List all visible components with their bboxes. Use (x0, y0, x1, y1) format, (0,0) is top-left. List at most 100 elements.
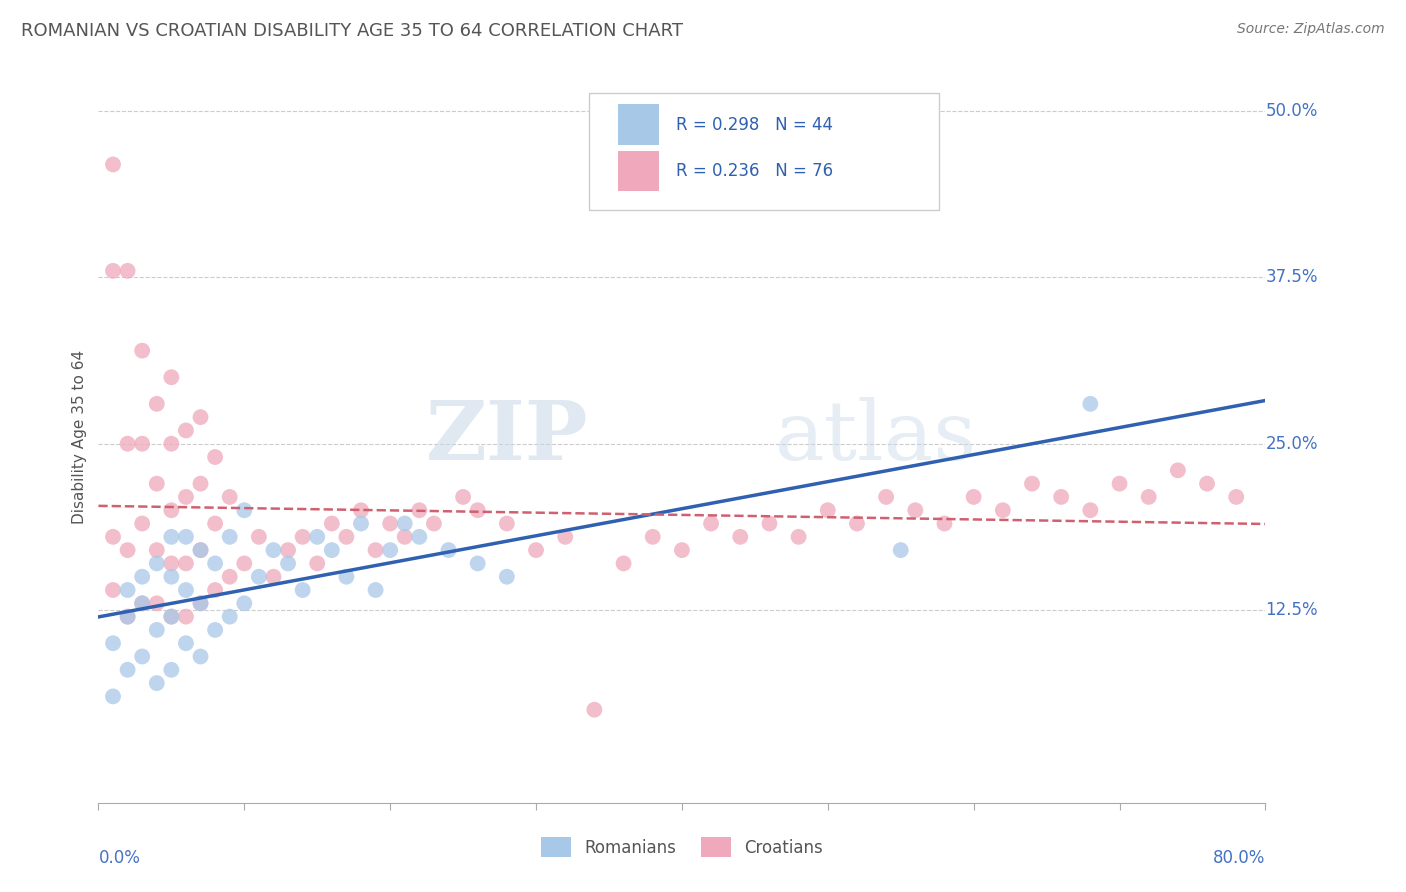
Legend: Romanians, Croatians: Romanians, Croatians (534, 830, 830, 864)
Point (1225, 490, 1247, 504)
Point (524, 543, 547, 558)
Point (451, 490, 474, 504)
Point (335, 530, 357, 544)
Point (641, 530, 664, 544)
Point (204, 582, 226, 597)
Point (1195, 476, 1218, 491)
FancyBboxPatch shape (589, 94, 939, 211)
Point (1080, 503, 1102, 517)
Point (554, 530, 576, 544)
Point (190, 410, 212, 425)
Point (496, 570, 519, 584)
Point (117, 264, 139, 278)
Point (117, 609, 139, 624)
FancyBboxPatch shape (617, 151, 658, 191)
Point (890, 543, 912, 558)
Point (408, 503, 430, 517)
Point (160, 557, 183, 571)
Point (190, 543, 212, 558)
Point (131, 596, 153, 610)
Point (160, 609, 183, 624)
Point (174, 530, 197, 544)
Point (277, 543, 299, 558)
Point (131, 436, 153, 450)
Point (160, 609, 183, 624)
Point (423, 516, 446, 531)
Point (117, 436, 139, 450)
Point (583, 703, 606, 717)
Point (262, 543, 284, 558)
Point (160, 663, 183, 677)
Point (394, 530, 416, 544)
Point (218, 609, 240, 624)
Point (380, 516, 402, 531)
Point (364, 582, 387, 597)
Point (160, 570, 183, 584)
Point (291, 530, 314, 544)
Point (204, 557, 226, 571)
Text: atlas: atlas (775, 397, 977, 477)
Point (233, 596, 256, 610)
Point (335, 570, 357, 584)
Point (174, 557, 197, 571)
Point (612, 557, 634, 571)
Point (146, 476, 169, 491)
Point (101, 264, 124, 278)
Point (218, 570, 240, 584)
Point (131, 649, 153, 664)
Point (146, 557, 169, 571)
Point (190, 476, 212, 491)
Text: Source: ZipAtlas.com: Source: ZipAtlas.com (1237, 22, 1385, 37)
Point (131, 343, 153, 358)
Text: 37.5%: 37.5% (1265, 268, 1317, 286)
Point (117, 609, 139, 624)
Point (146, 543, 169, 558)
Point (131, 596, 153, 610)
Point (160, 530, 183, 544)
Point (904, 503, 927, 517)
Point (467, 557, 489, 571)
Point (160, 436, 183, 450)
Point (437, 543, 460, 558)
Point (291, 582, 314, 597)
Point (204, 450, 226, 464)
Point (1108, 476, 1130, 491)
Point (160, 503, 183, 517)
Point (190, 543, 212, 558)
Text: 12.5%: 12.5% (1265, 601, 1317, 619)
Point (247, 570, 270, 584)
Point (1080, 397, 1102, 411)
Point (218, 490, 240, 504)
Point (174, 636, 197, 650)
Text: 25.0%: 25.0% (1265, 434, 1317, 453)
Point (174, 609, 197, 624)
FancyBboxPatch shape (617, 104, 658, 145)
Point (117, 582, 139, 597)
Point (218, 530, 240, 544)
Point (875, 490, 897, 504)
Point (174, 490, 197, 504)
Point (817, 503, 839, 517)
Point (730, 530, 752, 544)
Point (934, 516, 956, 531)
Point (146, 676, 169, 690)
Point (101, 582, 124, 597)
Point (101, 530, 124, 544)
Text: ROMANIAN VS CROATIAN DISABILITY AGE 35 TO 64 CORRELATION CHART: ROMANIAN VS CROATIAN DISABILITY AGE 35 T… (21, 22, 683, 40)
Point (1050, 490, 1073, 504)
Point (787, 530, 810, 544)
Point (160, 370, 183, 384)
Point (671, 543, 693, 558)
Text: 50.0%: 50.0% (1265, 103, 1317, 120)
Point (321, 516, 343, 531)
Text: ZIP: ZIP (426, 397, 589, 477)
Point (496, 516, 519, 531)
Point (321, 543, 343, 558)
Point (277, 557, 299, 571)
Point (991, 503, 1014, 517)
Y-axis label: Disability Age 35 to 64: Disability Age 35 to 64 (72, 350, 87, 524)
Text: 80.0%: 80.0% (1213, 849, 1265, 867)
Text: R = 0.236   N = 76: R = 0.236 N = 76 (676, 161, 834, 179)
Text: 0.0%: 0.0% (98, 849, 141, 867)
Point (408, 530, 430, 544)
